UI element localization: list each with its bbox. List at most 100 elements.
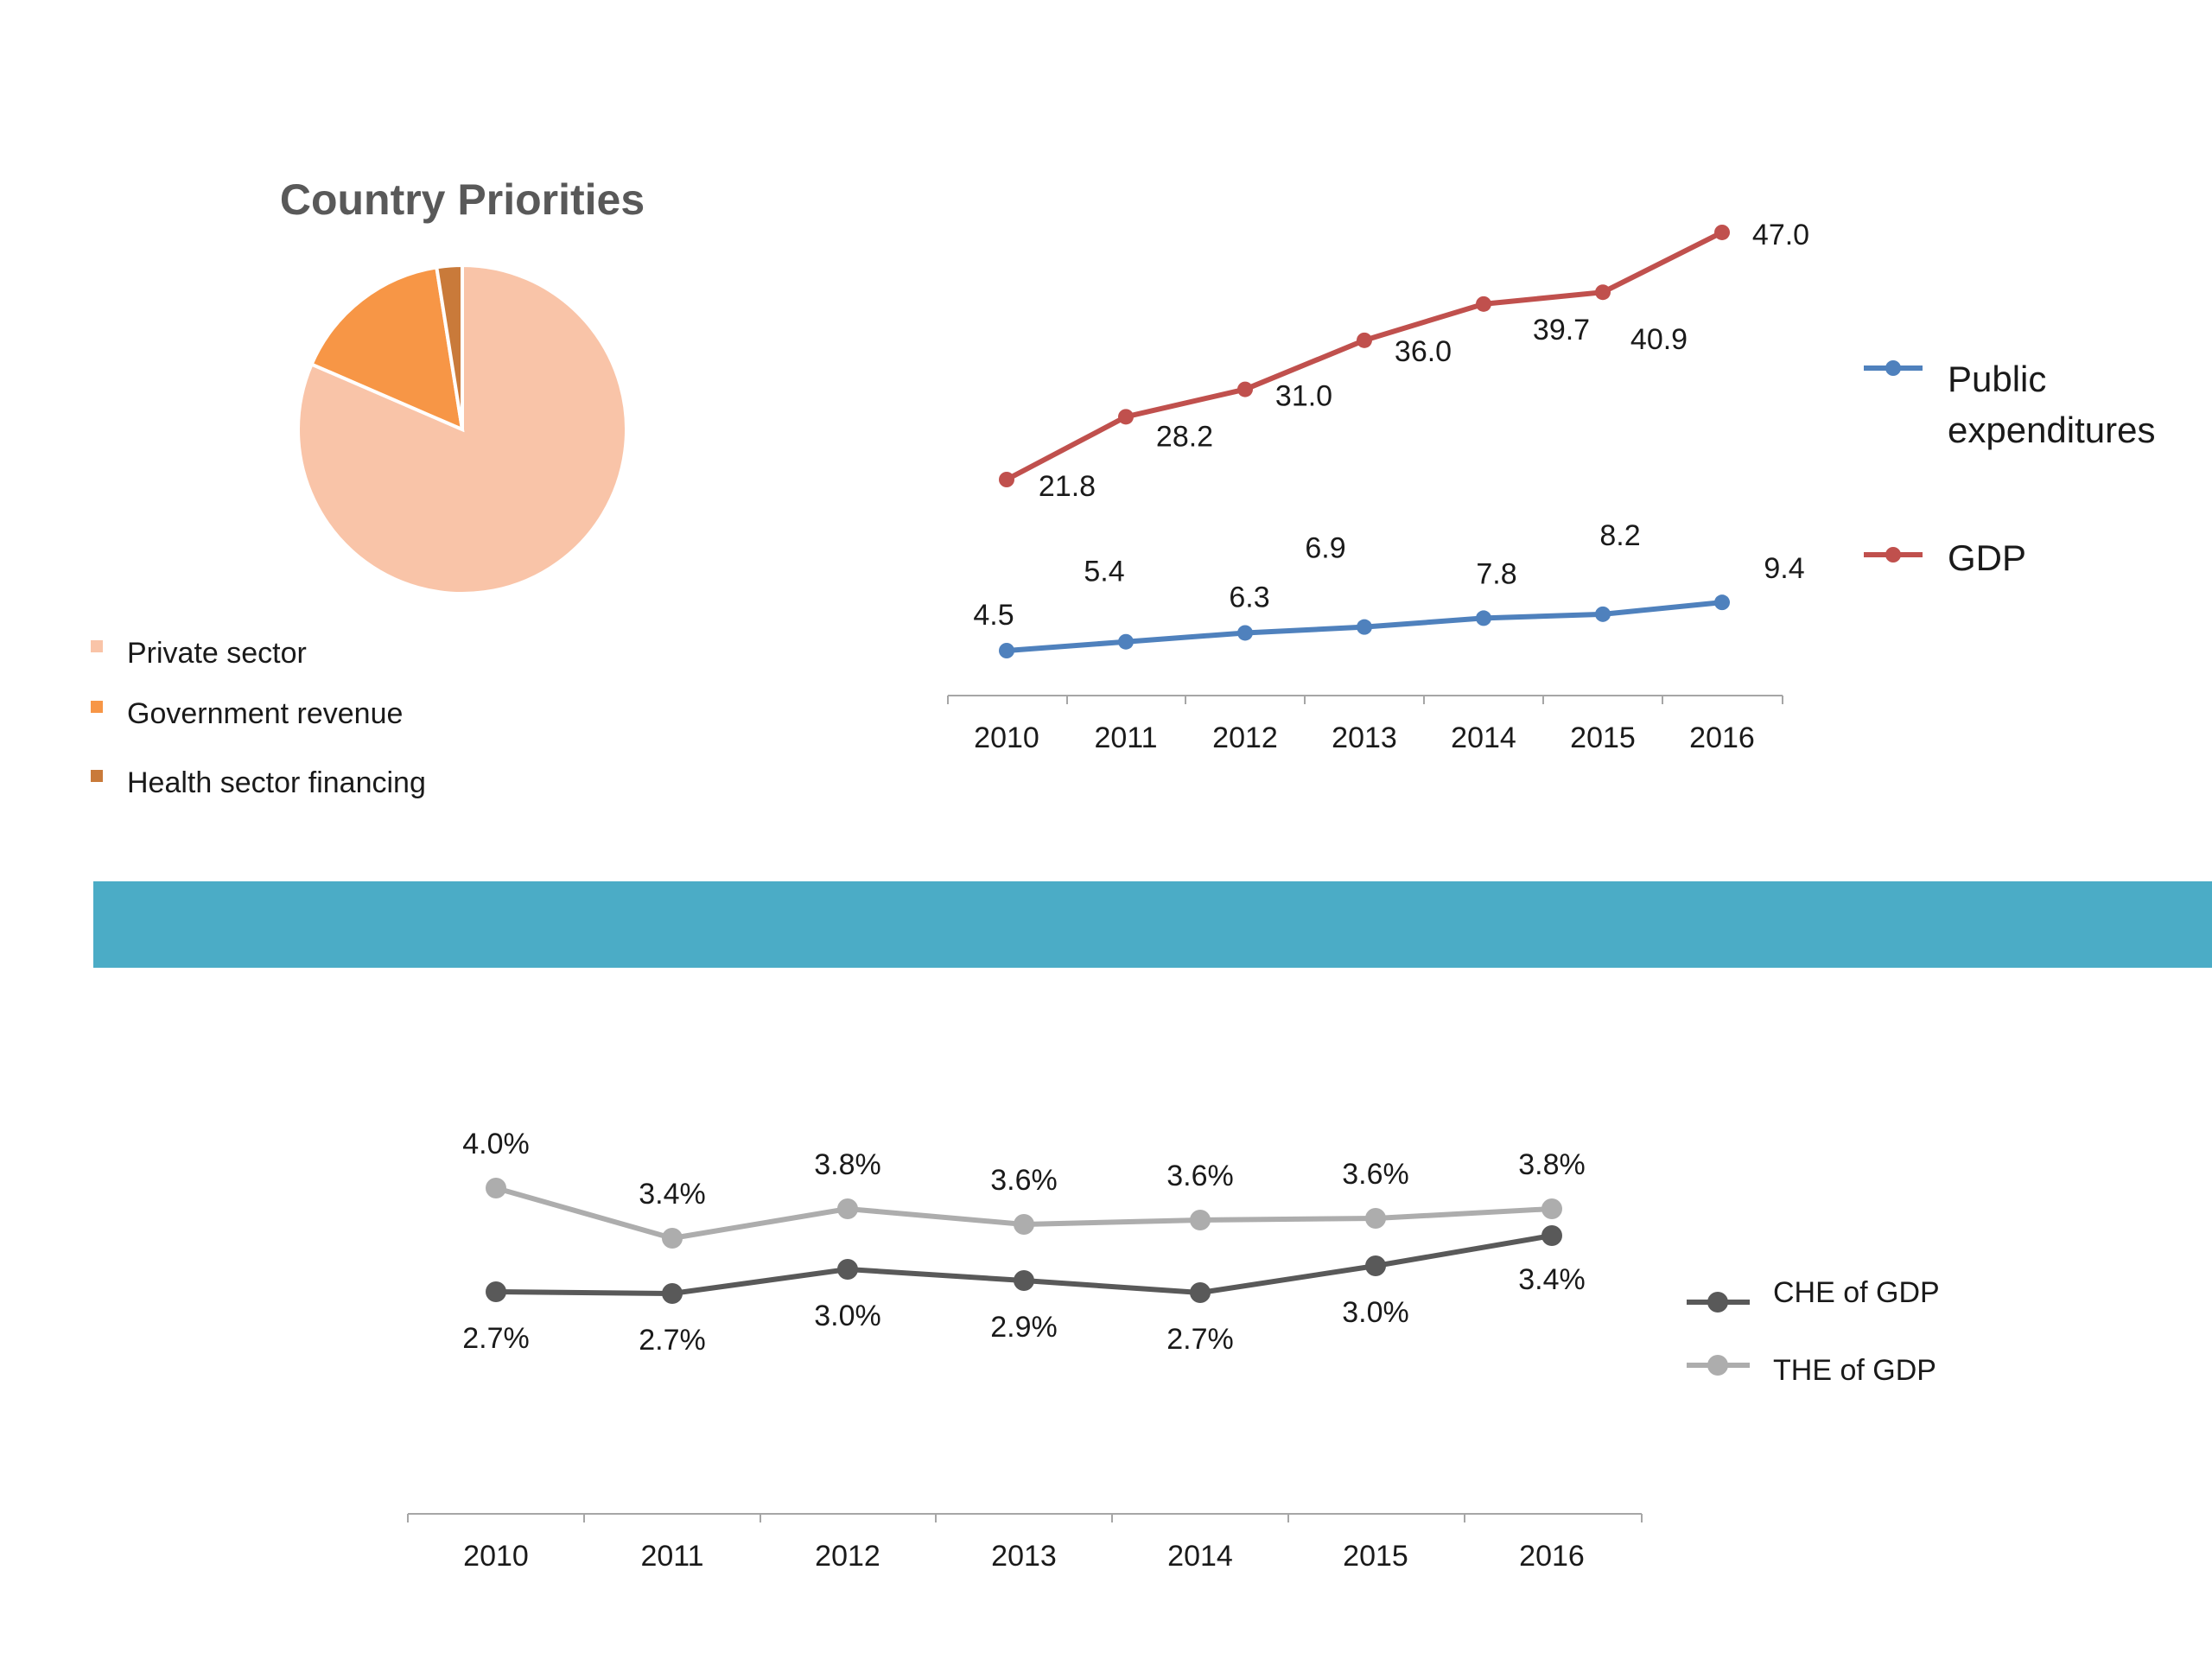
x-axis-tick-label: 2012 <box>1212 721 1278 754</box>
legend: CHE of GDP THE of GDP <box>1687 1276 1940 1387</box>
series-group: 4.5 5.4 6.3 6.9 7.8 8.2 9.4 21.8 28.2 31.0 36.0 39.… <box>973 219 1809 658</box>
legend-marker-the <box>1707 1355 1728 1376</box>
pie-slice-government-revenue <box>308 265 465 433</box>
che-of-gdp-data-label: 2.7% <box>1166 1323 1234 1356</box>
gdp-data-label: 39.7 <box>1533 314 1590 346</box>
pie-legend: Private sector Government revenue Health s… <box>91 637 426 799</box>
pie-chart: Country Priorities Private sector Governm… <box>91 175 645 799</box>
che-of-gdp-point <box>1190 1282 1211 1303</box>
public-expenditures-data-label: 9.4 <box>1764 552 1804 585</box>
public-expenditures-point <box>1476 610 1491 626</box>
public-expenditures-data-label: 8.2 <box>1599 519 1640 552</box>
gdp-point <box>1476 296 1491 312</box>
pie-title: Country Priorities <box>280 175 645 224</box>
gdp-point <box>1237 381 1253 397</box>
the-of-gdp-point <box>1541 1198 1562 1219</box>
x-axis-tick-label: 2016 <box>1519 1540 1585 1573</box>
che-of-gdp-data-label: 2.7% <box>639 1324 706 1357</box>
public-expenditures-point <box>1357 619 1372 635</box>
public-expenditures-point <box>1237 625 1253 641</box>
che-of-gdp-point <box>1541 1225 1562 1246</box>
legend-label-gdp: GDP <box>1948 537 2026 578</box>
gdp-data-label: 31.0 <box>1275 380 1332 413</box>
gdp-point <box>1595 284 1611 301</box>
pie-legend-swatch <box>91 640 103 652</box>
gdp-point <box>1118 409 1134 425</box>
legend: Public expenditures GDP <box>1864 359 2156 578</box>
legend-label-che: CHE of GDP <box>1773 1276 1940 1309</box>
the-of-gdp-point <box>486 1178 506 1198</box>
x-axis-tick-label: 2010 <box>974 721 1039 754</box>
gdp-public-expenditure-chart: 2010 2011 2012 2013 2014 2015 2016 4.5 5.4 6.3 6.… <box>947 219 2156 754</box>
the-of-gdp-point <box>837 1198 858 1219</box>
public-expenditures-data-label: 7.8 <box>1476 557 1516 590</box>
che-of-gdp-point <box>1365 1255 1386 1276</box>
gdp-data-label: 28.2 <box>1156 420 1213 453</box>
x-axis-labels: 2010 2011 2012 2013 2014 2015 2016 <box>974 721 1755 754</box>
public-expenditures-point <box>999 643 1014 658</box>
gdp-point <box>1357 332 1372 348</box>
gdp-data-label: 21.8 <box>1039 470 1096 503</box>
pie-slice-health-sector-financing <box>434 263 464 430</box>
x-axis-tick-label: 2015 <box>1343 1540 1408 1573</box>
public-expenditures-data-label: 5.4 <box>1084 556 1124 588</box>
x-axis-tick-label: 2014 <box>1167 1540 1233 1573</box>
x-axis-labels: 2010 2011 2012 2013 2014 2015 2016 <box>463 1540 1585 1573</box>
gdp-data-label: 36.0 <box>1395 335 1452 368</box>
legend-marker-che <box>1707 1292 1728 1313</box>
pie-legend-label: Health sector financing <box>127 766 426 799</box>
pie-legend-label: Private sector <box>127 637 307 670</box>
public-expenditures-point <box>1595 606 1611 622</box>
the-of-gdp-data-label: 3.6% <box>990 1164 1058 1197</box>
health-expenditure-gdp-chart: 2010 2011 2012 2013 2014 2015 2016 4.0% 3.4% 3.8… <box>407 1128 1940 1573</box>
the-of-gdp-data-label: 3.8% <box>1518 1148 1586 1181</box>
public-expenditures-point <box>1118 633 1134 650</box>
the-of-gdp-point <box>1365 1208 1386 1229</box>
x-axis-tick-label: 2014 <box>1451 721 1516 754</box>
x-axis-tick-label: 2011 <box>1094 721 1157 754</box>
gdp-data-label: 47.0 <box>1752 219 1809 251</box>
gdp-line <box>1005 230 1724 482</box>
x-axis-tick-label: 2012 <box>815 1540 880 1573</box>
pie-slices <box>296 263 628 595</box>
section-banner <box>93 881 2212 968</box>
x-axis-ticks <box>407 1514 1643 1522</box>
che-of-gdp-data-label: 3.0% <box>814 1300 881 1332</box>
pie-legend-swatch <box>91 701 103 713</box>
the-of-gdp-point <box>1014 1214 1034 1235</box>
che-of-gdp-data-label: 3.4% <box>1518 1263 1586 1296</box>
x-axis-tick-label: 2013 <box>1332 721 1397 754</box>
x-axis-tick-label: 2013 <box>991 1540 1057 1573</box>
gdp-point <box>1714 224 1730 240</box>
public-expenditures-point <box>1714 594 1730 611</box>
x-axis-tick-label: 2011 <box>640 1540 703 1573</box>
public-expenditures-data-label: 6.9 <box>1305 532 1345 565</box>
the-of-gdp-data-label: 3.6% <box>1342 1158 1409 1191</box>
gdp-point <box>999 472 1014 487</box>
x-axis-tick-label: 2015 <box>1570 721 1636 754</box>
che-of-gdp-data-label: 2.9% <box>990 1311 1058 1344</box>
legend-marker-public-expenditures <box>1885 360 1901 376</box>
series-group: 4.0% 3.4% 3.8% 3.6% 3.6% 3.6% 3.8% 2.7% 2.7% 3.0%… <box>462 1128 1586 1357</box>
pie-legend-swatch <box>91 770 103 782</box>
the-of-gdp-data-label: 3.8% <box>814 1148 881 1181</box>
che-of-gdp-data-label: 2.7% <box>462 1322 530 1355</box>
the-of-gdp-data-label: 4.0% <box>462 1128 530 1160</box>
public-expenditures-data-label: 4.5 <box>973 599 1014 632</box>
the-of-gdp-point <box>662 1228 683 1249</box>
che-of-gdp-data-label: 3.0% <box>1342 1296 1409 1329</box>
che-of-gdp-point <box>662 1283 683 1304</box>
pie-legend-label: Government revenue <box>127 697 403 730</box>
gdp-data-label: 40.9 <box>1630 323 1688 356</box>
x-axis-tick-label: 2016 <box>1689 721 1755 754</box>
x-axis-tick-label: 2010 <box>463 1540 529 1573</box>
the-of-gdp-data-label: 3.4% <box>639 1178 706 1211</box>
legend-label-expenditures: expenditures <box>1948 410 2156 450</box>
legend-label-the: THE of GDP <box>1773 1354 1936 1387</box>
x-axis-ticks <box>947 696 1783 704</box>
legend-marker-gdp <box>1885 547 1901 563</box>
the-of-gdp-data-label: 3.6% <box>1166 1160 1234 1192</box>
che-of-gdp-point <box>837 1259 858 1280</box>
che-of-gdp-point <box>1014 1270 1034 1291</box>
